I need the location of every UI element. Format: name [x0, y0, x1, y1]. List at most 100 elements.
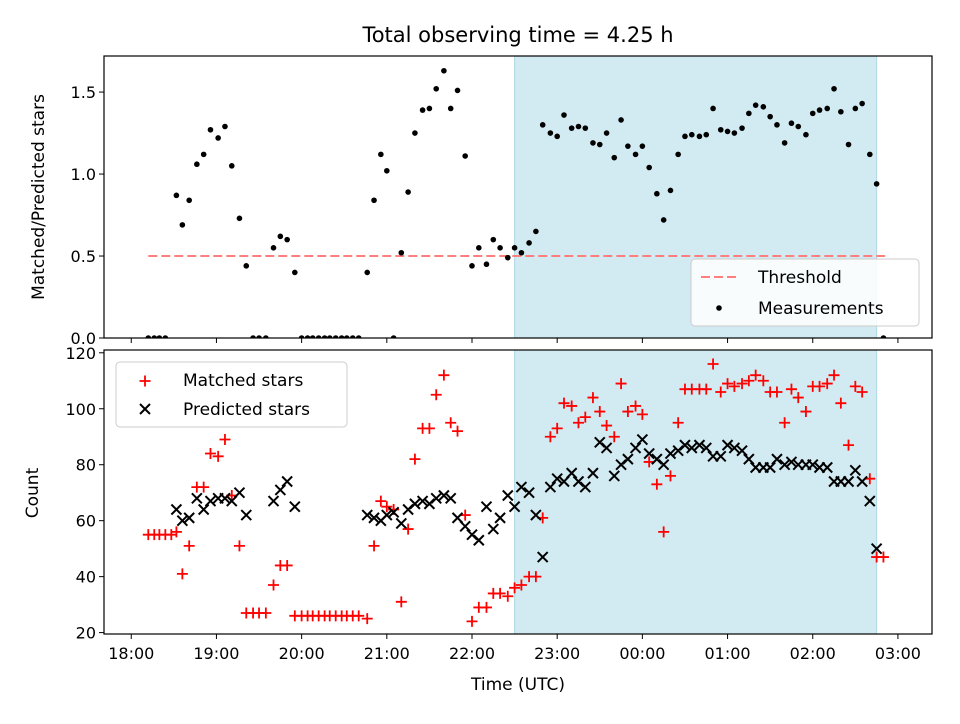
predicted-star-point — [233, 486, 246, 499]
matched-star-point — [828, 369, 840, 381]
measurement-point — [539, 122, 546, 128]
measurement-point — [603, 130, 610, 136]
predicted-star-point — [686, 442, 698, 454]
predicted-star-point — [743, 453, 755, 465]
predicted-star-point — [721, 439, 734, 451]
matched-star-point — [601, 420, 613, 432]
legend-matched-swatch — [139, 375, 151, 387]
measurement-point — [277, 233, 284, 240]
predicted-star-point — [219, 492, 231, 505]
measurement-point — [852, 105, 859, 112]
measurement-point — [518, 249, 525, 256]
measurement-point — [582, 125, 589, 131]
measurement-point — [760, 104, 767, 110]
predicted-star-point — [636, 433, 649, 446]
measurement-point — [326, 335, 333, 338]
measurement-point — [173, 192, 180, 199]
predicted-star-point — [821, 461, 833, 474]
matched-star-point — [707, 358, 719, 370]
predicted-star-point — [657, 459, 670, 471]
measurement-point — [568, 125, 575, 131]
measurement-point — [824, 105, 831, 112]
matched-star-point — [430, 389, 442, 401]
predicted-star-point — [864, 495, 876, 507]
legend-predicted-swatch — [139, 403, 151, 415]
measurement-point — [179, 222, 186, 228]
matched-star-point — [438, 369, 450, 381]
predicted-star-point — [508, 500, 521, 513]
observing-window-shade — [514, 349, 878, 635]
top-legend: Threshold Measurements — [690, 258, 920, 327]
measurement-point — [304, 335, 311, 338]
matched-star-point — [260, 607, 272, 619]
measurement-point — [646, 164, 652, 171]
measurement-point — [186, 197, 192, 204]
measurement-point — [717, 126, 724, 133]
matched-star-point — [353, 610, 365, 622]
predicted-star-point — [494, 512, 506, 524]
predicted-star-point — [480, 500, 493, 513]
predicted-star-point — [274, 484, 287, 496]
measurement-point — [781, 140, 788, 146]
y-tick-label: 120 — [65, 344, 96, 363]
matched-star-point — [281, 559, 293, 571]
matched-star-point — [530, 571, 542, 583]
measurement-point — [215, 135, 221, 141]
measurement-point — [490, 236, 497, 243]
x-tick-label: 20:00 — [279, 644, 325, 663]
measurement-point — [788, 120, 795, 127]
y-tick-label: 20 — [76, 624, 96, 643]
predicted-star-point — [530, 509, 542, 521]
predicted-star-point — [600, 442, 613, 454]
measurement-point — [236, 215, 243, 222]
measurement-point — [390, 335, 397, 338]
matched-star-point — [572, 417, 584, 429]
matched-star-point — [615, 378, 627, 390]
matched-star-point — [800, 406, 812, 418]
measurement-point — [639, 143, 646, 149]
matched-star-point — [821, 378, 833, 390]
measurement-point — [511, 245, 518, 251]
measurement-point — [596, 141, 603, 148]
measurement-point — [151, 335, 158, 338]
matched-star-point — [480, 601, 492, 613]
measurement-point — [426, 105, 433, 112]
matched-star-point — [402, 523, 414, 535]
x-tick-label: 18:00 — [108, 644, 154, 663]
measurement-point — [554, 133, 560, 140]
measurement-point — [533, 228, 539, 235]
matched-star-point — [381, 501, 393, 513]
matched-star-point — [792, 392, 804, 404]
predicted-star-point — [842, 475, 855, 488]
measurement-point — [731, 130, 738, 136]
matched-star-point — [750, 369, 762, 381]
measurement-point — [859, 100, 865, 107]
measurement-point — [250, 335, 256, 338]
measurement-point — [675, 151, 681, 158]
predicted-star-point — [281, 475, 293, 488]
predicted-star-point — [409, 498, 421, 510]
measurement-point — [682, 133, 688, 140]
measurement-point — [270, 245, 277, 251]
plot-area — [142, 358, 889, 627]
measurement-point — [292, 269, 298, 276]
y-tick-label: 100 — [65, 400, 96, 419]
measurement-point — [561, 112, 567, 118]
measurement-point — [873, 181, 880, 187]
measurement-point — [710, 105, 716, 112]
matched-star-point — [672, 417, 684, 429]
matched-star-point — [658, 526, 670, 538]
matched-star-point — [771, 386, 783, 398]
predicted-star-point — [679, 439, 691, 451]
y-tick-label: 40 — [76, 568, 96, 587]
x-tick-label: 23:00 — [534, 644, 580, 663]
measurement-point — [156, 335, 163, 338]
matched-star-point — [651, 478, 663, 490]
predicted-star-point — [715, 450, 727, 463]
predicted-star-point — [267, 495, 280, 507]
measurement-point — [355, 335, 362, 338]
predicted-star-point — [289, 500, 301, 513]
measurement-point — [398, 249, 405, 256]
predicted-star-point — [387, 506, 400, 518]
